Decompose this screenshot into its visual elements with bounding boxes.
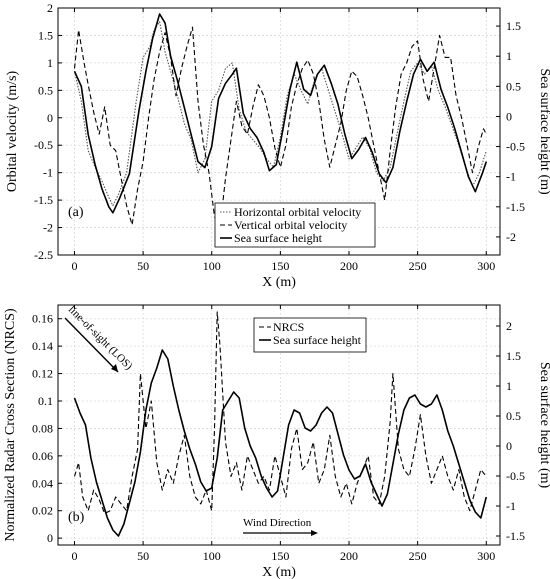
x-tick-label: 0 (71, 259, 77, 273)
series-line-nrcs (73, 311, 487, 515)
y-tick-label: 0.5 (38, 83, 53, 97)
los-arrowhead (111, 364, 118, 372)
y-tick-label: 0.14 (32, 339, 53, 353)
legend-box (253, 317, 367, 353)
y-tick-label: 1.5 (38, 28, 53, 42)
los-arrow (64, 317, 119, 373)
y2-tick-label: -0.5 (506, 469, 525, 483)
legend-label: Horizontal orbital velocity (234, 205, 361, 219)
y-axis-label: Normalized Radar Cross Section (NRCS) (3, 308, 18, 542)
y-tick-label: 0.06 (32, 449, 53, 463)
chart-panel-b: 0 50 100 150 200 250 300 0 0.02 0.04 0.06 0.08 0.1 0.… (3, 304, 550, 579)
x-tick-label: 0 (71, 549, 77, 563)
y2-tick-label: 0 (506, 109, 512, 123)
y-tick-label: -1 (43, 166, 53, 180)
y2-axis-label: Sea surface height (m) (537, 362, 550, 489)
wind-annotation: Wind Direction (243, 517, 318, 536)
series-line-sea-surface-height (73, 13, 488, 214)
series-line-sea-surface-height (73, 349, 488, 537)
x-tick-label: 150 (271, 549, 289, 563)
x-axis-label: X (m) (262, 565, 296, 579)
y2-tick-label: -1.5 (506, 200, 525, 214)
y-tick-label: 0.04 (32, 476, 53, 490)
y-tick-label: 2 (47, 1, 53, 15)
x-tick-label: 200 (340, 549, 358, 563)
legend-label: Sea surface height (234, 231, 323, 245)
y-tick-label: 0.02 (32, 504, 53, 518)
y-tick-label: -0.5 (34, 138, 53, 152)
y2-tick-label: -0.5 (506, 140, 525, 154)
x-tick-label: 100 (203, 259, 221, 273)
y2-tick-label: 2 (506, 319, 512, 333)
y-tick-label: 0 (47, 531, 53, 545)
y2-tick-label: 1.5 (506, 19, 521, 33)
y-tick-label: 0.1 (38, 394, 53, 408)
y-tick-label: 0 (47, 111, 53, 125)
y2-tick-label: -1 (506, 170, 516, 184)
series-line-horizontal-orbital-velocity (73, 21, 487, 207)
x-tick-label: 50 (137, 549, 149, 563)
legend-label: Sea surface height (273, 333, 362, 347)
wind-label: Wind Direction (243, 517, 312, 529)
axes-frame (57, 7, 501, 256)
x-tick-label: 100 (203, 549, 221, 563)
x-tick-label: 250 (409, 549, 427, 563)
y-tick-label: -1.5 (34, 193, 53, 207)
y-axis-label: Orbital velocity (m/s) (5, 71, 20, 193)
y-tick-label: 0.08 (32, 421, 53, 435)
y2-tick-label: 1 (506, 379, 512, 393)
y2-tick-label: -2 (506, 230, 516, 244)
y2-tick-label: 0.5 (506, 79, 521, 93)
y2-tick-label: 1.5 (506, 349, 521, 363)
x-tick-label: 200 (340, 259, 358, 273)
x-tick-label: 50 (137, 259, 149, 273)
y2-tick-label: 0.5 (506, 409, 521, 423)
chart-panel-a: 0 50 100 150 200 250 300 -2.5 -2 -1.5 -1 -0.5 0 0.5 1 1… (5, 1, 550, 290)
x-tick-label: 250 (409, 259, 427, 273)
legend-label: NRCS (273, 320, 304, 334)
y-tick-label: -2 (43, 221, 53, 235)
wind-arrowhead (311, 530, 318, 536)
panel-label: (a) (68, 205, 84, 220)
axes-frame (57, 304, 501, 546)
legend-box (214, 202, 376, 248)
y2-tick-label: 1 (506, 49, 512, 63)
panel-label: (b) (68, 510, 85, 525)
y2-axis-label: Sea surface height (m) (537, 68, 550, 195)
y-tick-label: 0.16 (32, 312, 53, 326)
y-tick-label: -2.5 (34, 248, 53, 262)
y2-tick-label: 0 (506, 439, 512, 453)
x-axis-label: X (m) (262, 275, 296, 290)
y2-tick-label: -1.5 (506, 529, 525, 543)
y2-tick-label: -1 (506, 499, 516, 513)
x-tick-label: 300 (477, 549, 495, 563)
legend-label: Vertical orbital velocity (234, 218, 347, 232)
x-tick-label: 300 (477, 259, 495, 273)
y-tick-label: 0.12 (32, 367, 53, 381)
x-tick-label: 150 (271, 259, 289, 273)
y-tick-label: 1 (47, 56, 53, 70)
